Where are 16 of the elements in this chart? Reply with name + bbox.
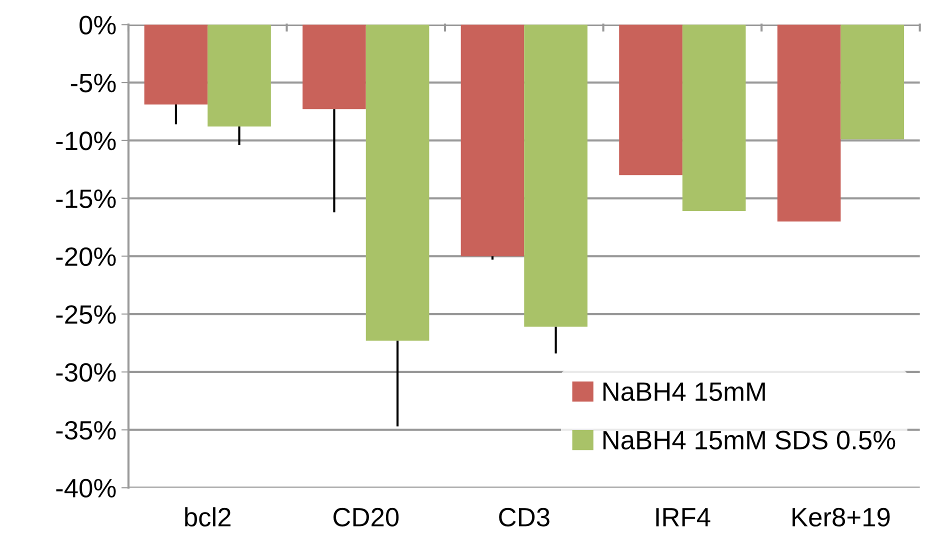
y-tick-label: -15%: [56, 190, 116, 208]
y-tick-label: -40%: [56, 478, 116, 498]
y-tick-label: -10%: [56, 132, 116, 150]
x-tick-label: IRF4: [656, 508, 710, 526]
x-tick-label: Ker8+19: [792, 508, 890, 527]
x-tick-label: CD3: [499, 508, 550, 527]
y-tick-label: -30%: [56, 363, 116, 382]
legend-label: NaBH4 15mM SDS 0.5%: [603, 430, 896, 450]
x-tick-label: bcl2: [185, 507, 230, 527]
y-tick-label: -35%: [56, 420, 116, 440]
y-tick-label: -5%: [70, 74, 116, 92]
y-tick-label: 0%: [80, 16, 116, 34]
legend-label: NaBH4 15mM: [603, 382, 765, 402]
x-tick-label: CD20: [333, 508, 399, 527]
y-tick-label: -20%: [56, 247, 116, 266]
y-tick-label: -25%: [56, 305, 116, 324]
